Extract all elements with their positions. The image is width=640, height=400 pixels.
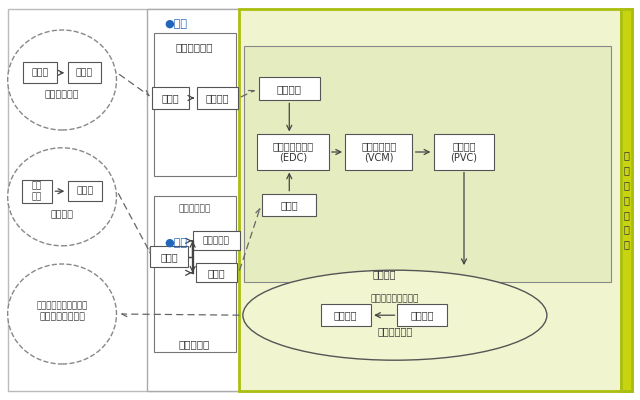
Text: 二塩化エチレン
(EDC): 二塩化エチレン (EDC) bbox=[273, 141, 314, 163]
Text: 製塩工業: 製塩工業 bbox=[51, 211, 74, 220]
Text: （加工・二次加工）: （加工・二次加工） bbox=[371, 294, 419, 303]
Bar bbox=[150, 246, 188, 267]
Text: 塩ビモノマー
(VCM): 塩ビモノマー (VCM) bbox=[361, 141, 397, 163]
Bar bbox=[193, 231, 240, 250]
Bar bbox=[257, 134, 329, 170]
Bar bbox=[196, 263, 237, 282]
Bar bbox=[24, 62, 58, 84]
Text: 塩ビ樹脂
(PVC): 塩ビ樹脂 (PVC) bbox=[451, 141, 477, 163]
Ellipse shape bbox=[8, 148, 116, 246]
Bar bbox=[621, 9, 632, 391]
Text: 塩ビ樹脂: 塩ビ樹脂 bbox=[411, 310, 434, 320]
Text: か性ソーダ: か性ソーダ bbox=[203, 236, 230, 245]
Bar bbox=[147, 9, 626, 391]
Bar bbox=[259, 77, 320, 100]
Bar bbox=[346, 134, 412, 170]
Text: （電気分解）: （電気分解） bbox=[179, 205, 211, 214]
Bar bbox=[154, 196, 236, 352]
Text: 石油精製工業: 石油精製工業 bbox=[45, 91, 79, 100]
Text: 塩　素: 塩 素 bbox=[280, 200, 298, 210]
Bar bbox=[621, 9, 632, 391]
Bar bbox=[397, 304, 447, 326]
Text: 海水
岩塩: 海水 岩塩 bbox=[32, 182, 42, 201]
Bar bbox=[68, 181, 102, 201]
Bar bbox=[434, 134, 494, 170]
Text: エチレン: エチレン bbox=[206, 93, 229, 103]
Text: 塩　素: 塩 素 bbox=[207, 268, 225, 278]
Ellipse shape bbox=[243, 270, 547, 360]
Text: ●下流: ●下流 bbox=[164, 238, 188, 248]
Text: ナフサ: ナフサ bbox=[76, 68, 93, 77]
Bar bbox=[244, 46, 611, 282]
Bar bbox=[239, 9, 621, 391]
Bar bbox=[152, 87, 189, 109]
Bar bbox=[154, 33, 236, 176]
Text: ナフサ: ナフサ bbox=[161, 93, 179, 103]
Text: ●上流: ●上流 bbox=[164, 19, 188, 29]
Bar bbox=[22, 180, 52, 203]
Bar bbox=[321, 304, 371, 326]
Text: ソーダ工業: ソーダ工業 bbox=[179, 339, 210, 349]
Bar bbox=[262, 194, 317, 216]
Text: 石油化学工業: 石油化学工業 bbox=[176, 42, 213, 52]
Text: 塩ビ工業: 塩ビ工業 bbox=[372, 269, 396, 279]
Text: 工業塩: 工業塩 bbox=[77, 187, 93, 196]
Ellipse shape bbox=[8, 264, 116, 364]
Text: エチレン: エチレン bbox=[276, 84, 302, 94]
Text: （施工・組立・消費）: （施工・組立・消費） bbox=[36, 302, 88, 310]
Text: 塩
化
ビ
ニ
ル
産
業: 塩 化 ビ ニ ル 産 業 bbox=[623, 150, 630, 250]
Text: 塩ビ製品: 塩ビ製品 bbox=[334, 310, 357, 320]
Text: 工業塩: 工業塩 bbox=[160, 252, 178, 262]
Bar bbox=[68, 62, 101, 84]
Bar bbox=[197, 87, 239, 109]
Text: 末端産業・消費者: 末端産業・消費者 bbox=[39, 312, 85, 321]
Ellipse shape bbox=[8, 30, 116, 130]
Text: 塩
化
ビ
ニ
ル
産
業: 塩 化 ビ ニ ル 産 業 bbox=[623, 150, 630, 250]
Text: 塩ビ加工産業: 塩ビ加工産業 bbox=[377, 326, 413, 336]
Text: 石　油: 石 油 bbox=[32, 68, 49, 77]
